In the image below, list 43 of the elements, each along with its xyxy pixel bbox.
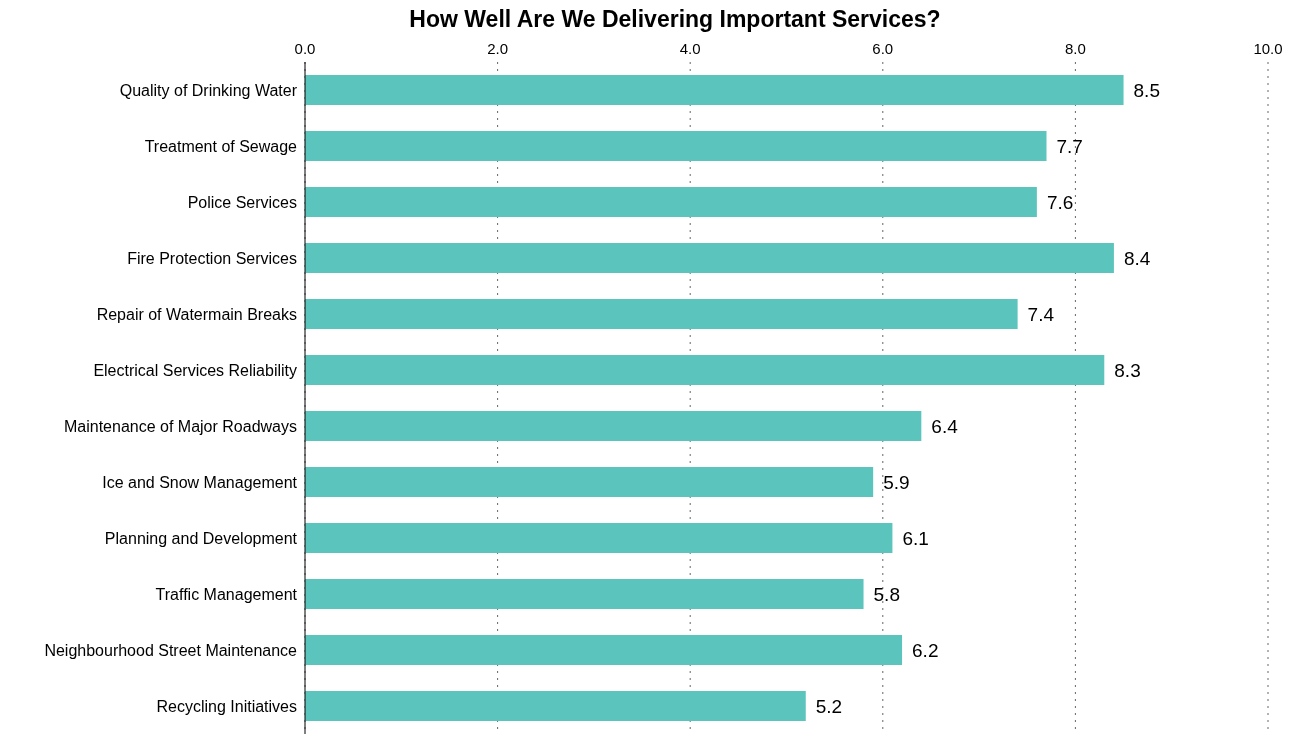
y-tick-label: Repair of Watermain Breaks: [96, 305, 297, 323]
data-label: 8.3: [1114, 359, 1141, 381]
data-label: 6.2: [912, 639, 939, 661]
y-tick-label: Quality of Drinking Water: [119, 81, 298, 99]
bar: [305, 75, 1124, 105]
data-label: 5.8: [873, 583, 900, 605]
data-label: 6.4: [931, 415, 959, 437]
data-label: 6.1: [902, 527, 929, 549]
data-label: 7.6: [1046, 191, 1074, 213]
y-tick-label: Maintenance of Major Roadways: [63, 417, 297, 435]
y-tick-label: Planning and Development: [104, 529, 298, 547]
bar: [305, 131, 1047, 161]
y-tick-label: Ice and Snow Management: [102, 473, 298, 491]
bar: [305, 635, 903, 665]
data-label: 8.5: [1133, 79, 1160, 101]
x-tick-label: 4.0: [679, 40, 701, 57]
data-label: 8.4: [1123, 247, 1151, 269]
data-label: 7.7: [1056, 135, 1083, 157]
y-tick-label: Neighbourhood Street Maintenance: [44, 641, 298, 659]
y-tick-label: Treatment of Sewage: [144, 137, 298, 155]
data-label: 5.2: [815, 695, 843, 717]
bar: [305, 299, 1018, 329]
x-tick-label: 6.0: [872, 40, 894, 57]
y-tick-label: Traffic Management: [155, 585, 298, 603]
y-tick-label: Police Services: [187, 193, 297, 211]
x-tick-label: 2.0: [487, 40, 509, 57]
bar: [305, 355, 1105, 385]
bar: [305, 579, 864, 609]
bar: [305, 187, 1037, 217]
bar: [305, 691, 806, 721]
bar: [305, 467, 874, 497]
x-tick-label: 8.0: [1064, 40, 1086, 57]
y-tick-label: Electrical Services Reliability: [93, 361, 297, 379]
chart-title: How Well Are We Delivering Important Services?: [408, 6, 942, 34]
x-tick-label: 10.0: [1253, 40, 1283, 57]
bar: [305, 243, 1114, 273]
bar: [305, 411, 922, 441]
data-label: 7.4: [1027, 303, 1055, 325]
data-label: 5.9: [883, 471, 910, 493]
bar: [305, 523, 893, 553]
y-tick-label: Recycling Initiatives: [156, 697, 297, 715]
y-tick-label: Fire Protection Services: [127, 249, 297, 267]
x-tick-label: 0.0: [294, 40, 316, 57]
